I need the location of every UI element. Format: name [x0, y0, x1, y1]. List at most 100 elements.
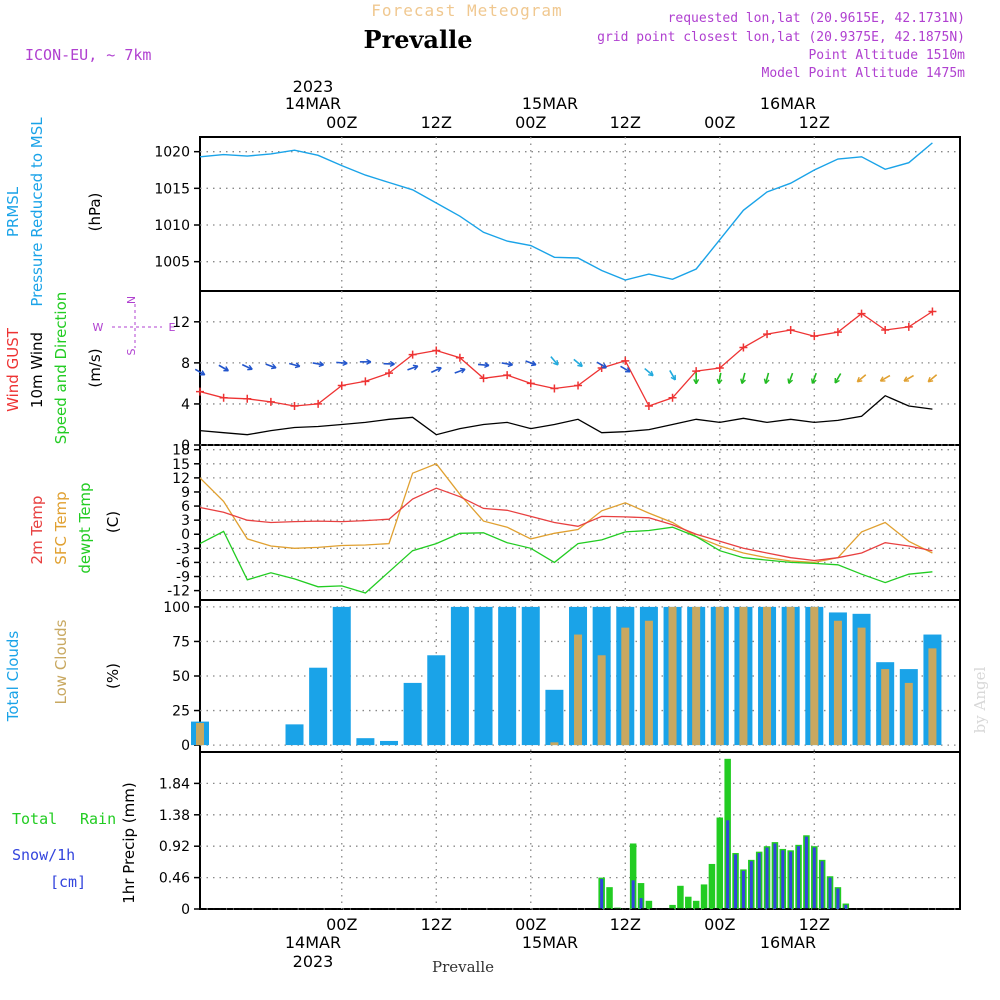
wind-arrow: [241, 363, 253, 371]
precip-label-unit: 1hr Precip (mm): [120, 782, 138, 903]
wind-gust-marker: [833, 328, 842, 337]
wind-gust-marker: [455, 353, 464, 362]
total-cloud-bar: [450, 606, 469, 746]
pressure-ytick-label: 1020: [154, 145, 190, 161]
wind-gust-marker: [314, 399, 323, 408]
top-tick-label: 12Z: [610, 113, 641, 132]
top-tick-label: 00Z: [515, 113, 546, 132]
legend-snow: Snow/1h: [12, 846, 75, 864]
clouds-ytick-label: 100: [163, 600, 190, 616]
snow-bar: [600, 878, 604, 909]
wind-gust-marker: [621, 356, 630, 365]
low-cloud-bar: [668, 606, 677, 746]
wind-ytick-label: 8: [181, 356, 190, 372]
wind-arrow-head: [247, 364, 253, 371]
clouds-label-low: Low Clouds: [52, 619, 70, 704]
wind-arrow: [218, 364, 229, 372]
pressure-ytick-label: 1010: [154, 218, 190, 234]
snow-bar: [726, 820, 730, 909]
wind-gust-marker: [857, 309, 866, 318]
total-cloud-bar: [309, 667, 328, 746]
snow-bar: [797, 846, 801, 909]
snow-bar: [820, 861, 824, 909]
top-tick-label: 12Z: [799, 113, 830, 132]
low-cloud-bar: [644, 620, 653, 746]
wind-frame: [199, 290, 961, 446]
low-cloud-bar: [904, 682, 913, 746]
wind-arrow: [407, 365, 419, 371]
wind-arrow: [741, 372, 746, 384]
snow-bar: [804, 836, 808, 909]
snow-bar: [844, 904, 848, 909]
wind-ytick-label: 0: [181, 438, 190, 454]
wind-arrow-head: [601, 363, 608, 369]
requested-coords: requested lon,lat (20.9615E, 42.1731N): [668, 11, 965, 26]
model-label: ICON-EU, ~ 7km: [25, 46, 151, 64]
wind-arrow: [501, 362, 513, 366]
snow-bar: [789, 851, 793, 909]
wind-arrow-head: [927, 376, 934, 383]
wind-gust-marker: [337, 381, 346, 390]
bottom-tick-label: 12Z: [421, 915, 452, 934]
wind-gust-marker: [290, 401, 299, 410]
wind-arrow: [288, 362, 301, 368]
pressure-frame: [199, 136, 961, 292]
wind-arrow-head: [810, 378, 817, 384]
temperature-ytick-label: 18: [172, 443, 190, 459]
wind-gust-marker: [644, 401, 653, 410]
wind-arrow-head: [670, 374, 676, 381]
clouds-ytick-label: 25: [172, 704, 190, 720]
low-cloud-bar: [715, 606, 724, 746]
temperature-ytick-label: 9: [181, 485, 190, 501]
low-cloud-bar: [621, 627, 630, 746]
wind-arrow: [573, 358, 583, 368]
wind-gust-marker: [881, 326, 890, 335]
total-cloud-bar: [356, 738, 375, 746]
total-cloud-bar: [380, 740, 399, 746]
wind-arrow: [194, 368, 206, 376]
wind-arrow-head: [366, 358, 372, 365]
dewpt-line: [199, 526, 933, 594]
total-cloud-bar: [427, 655, 446, 746]
wind-arrow: [265, 363, 277, 369]
temperature-ytick-label: -6: [176, 555, 190, 571]
wind-arrow-head: [342, 359, 348, 366]
wind-ytick-label: 12: [172, 315, 190, 331]
wind-label-gust: Wind GUST: [4, 327, 22, 412]
wind-arrow-head: [856, 376, 863, 383]
snow-bar: [631, 880, 635, 909]
top-date-15: 15MAR: [522, 94, 578, 113]
bottom-tick-label: 00Z: [515, 915, 546, 934]
sfc-temp-line: [199, 463, 933, 564]
snow-bar: [734, 854, 738, 909]
clouds-label-total: Total Clouds: [4, 631, 22, 723]
wind-arrow: [856, 374, 867, 383]
temp-label-dewpt: dewpt Temp: [76, 482, 94, 573]
wind-arrow-head: [389, 360, 395, 367]
compass-s: S: [125, 348, 138, 355]
wind-arrow: [811, 372, 817, 384]
wind-gust-line: [199, 310, 933, 407]
wind-gust-marker: [408, 350, 417, 359]
wind-arrow: [927, 374, 938, 383]
wind-arrow-head: [436, 366, 442, 373]
wind-arrow: [454, 368, 466, 374]
wind-gust-marker: [763, 330, 772, 339]
compass-w: W: [93, 321, 104, 334]
footer-station: Prevalle: [432, 958, 494, 976]
wind-gust-marker: [786, 326, 795, 335]
total-cloud-bar: [521, 606, 540, 746]
wind-arrow-head: [223, 366, 229, 372]
snow-bar: [639, 898, 643, 909]
low-cloud-bar: [196, 722, 204, 746]
low-cloud-bar: [763, 606, 772, 746]
rain-bar: [692, 900, 700, 909]
bottom-tick-label: 12Z: [799, 915, 830, 934]
wind-arrow-head: [577, 361, 583, 368]
precip-ytick-label: 0: [181, 902, 190, 918]
clouds-ytick-label: 50: [172, 669, 190, 685]
wind-arrow: [620, 365, 631, 373]
compass-e: E: [169, 321, 176, 334]
wind-arrow: [669, 370, 676, 381]
